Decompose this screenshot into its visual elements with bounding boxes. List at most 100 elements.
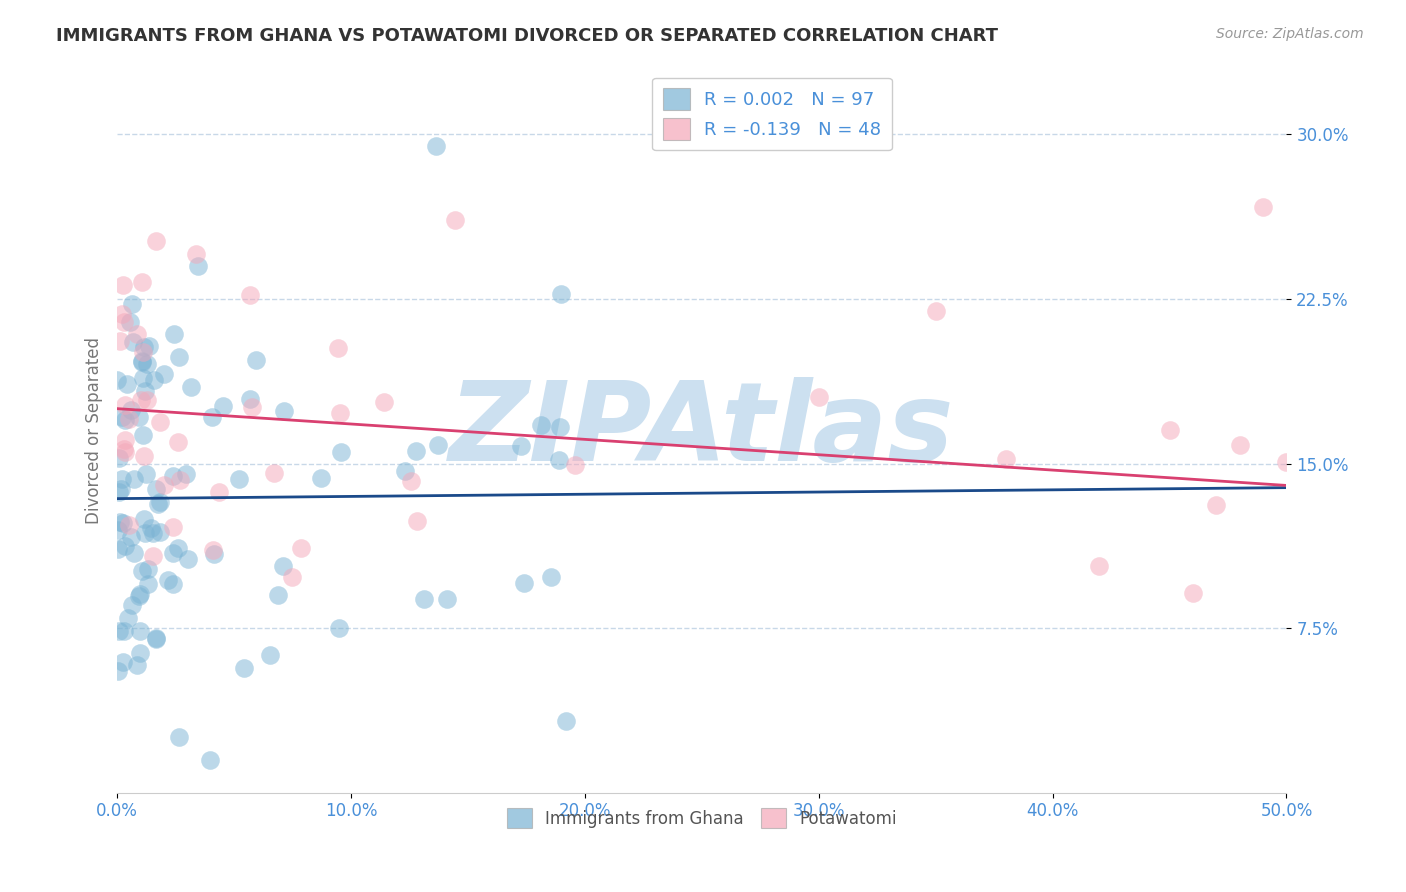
Point (273, 404, 295, 418)
Point (149, 495, 172, 509)
Point (111, 307, 134, 321)
Point (169, 473, 191, 487)
Point (326, 341, 349, 355)
Point (162, 469, 184, 483)
Point (112, 315, 135, 329)
Point (128, 590, 150, 604)
Point (201, 409, 224, 424)
Text: ZIPAtlas: ZIPAtlas (449, 377, 955, 484)
Point (406, 514, 429, 528)
Point (412, 591, 434, 606)
Point (167, 350, 190, 364)
Point (135, 467, 157, 481)
Point (328, 621, 350, 635)
Point (121, 297, 143, 311)
Point (139, 520, 162, 534)
Point (107, 664, 129, 678)
Point (240, 400, 263, 414)
Point (245, 353, 267, 368)
Legend: Immigrants from Ghana, Potawatomi: Immigrants from Ghana, Potawatomi (501, 801, 903, 835)
Point (555, 714, 578, 728)
Point (166, 435, 188, 450)
Point (394, 464, 416, 478)
Point (132, 428, 155, 442)
Point (564, 458, 586, 473)
Point (548, 420, 571, 434)
Point (107, 524, 129, 538)
Point (167, 541, 190, 556)
Point (131, 354, 153, 368)
Point (120, 402, 142, 417)
Point (513, 575, 536, 590)
Point (131, 354, 153, 368)
Point (108, 515, 131, 529)
Point (118, 315, 141, 329)
Point (118, 518, 141, 533)
Point (280, 570, 302, 584)
Point (134, 384, 156, 398)
Point (510, 439, 533, 453)
Point (127, 326, 149, 341)
Point (121, 334, 143, 349)
Point (115, 377, 138, 392)
Point (128, 624, 150, 638)
Point (208, 484, 231, 499)
Point (807, 390, 830, 404)
Point (239, 392, 262, 407)
Point (263, 467, 285, 481)
Point (405, 444, 427, 458)
Point (132, 340, 155, 354)
Point (1088, 559, 1111, 574)
Point (112, 624, 135, 638)
Point (425, 139, 447, 153)
Point (114, 398, 136, 412)
Point (399, 474, 422, 488)
Point (132, 371, 155, 385)
Point (163, 326, 186, 341)
Point (184, 247, 207, 261)
Point (108, 484, 131, 499)
Point (111, 472, 134, 486)
Point (157, 573, 180, 587)
Point (131, 345, 153, 359)
Point (201, 542, 224, 557)
Point (267, 588, 290, 602)
Point (162, 546, 184, 560)
Point (550, 287, 572, 301)
Point (136, 562, 159, 576)
Point (129, 647, 152, 661)
Point (145, 483, 167, 497)
Point (924, 304, 946, 318)
Text: Source: ZipAtlas.com: Source: ZipAtlas.com (1216, 27, 1364, 41)
Point (1205, 498, 1227, 512)
Point (114, 540, 136, 554)
Point (135, 358, 157, 372)
Point (994, 452, 1017, 467)
Point (122, 472, 145, 486)
Point (114, 445, 136, 459)
Point (128, 410, 150, 425)
Point (112, 656, 135, 670)
Point (548, 453, 571, 467)
Point (136, 392, 159, 407)
Point (228, 472, 250, 486)
Point (121, 598, 143, 612)
Point (112, 442, 135, 457)
Point (149, 415, 172, 429)
Point (198, 753, 221, 767)
Point (212, 399, 235, 413)
Point (142, 525, 165, 540)
Point (153, 367, 176, 381)
Point (114, 413, 136, 427)
Point (290, 541, 312, 555)
Point (131, 565, 153, 579)
Point (111, 409, 134, 424)
Point (134, 525, 156, 540)
Point (309, 471, 332, 485)
Point (1181, 586, 1204, 600)
Point (107, 624, 129, 638)
Point (118, 412, 141, 426)
Point (167, 730, 190, 744)
Point (1275, 455, 1298, 469)
Point (112, 278, 135, 293)
